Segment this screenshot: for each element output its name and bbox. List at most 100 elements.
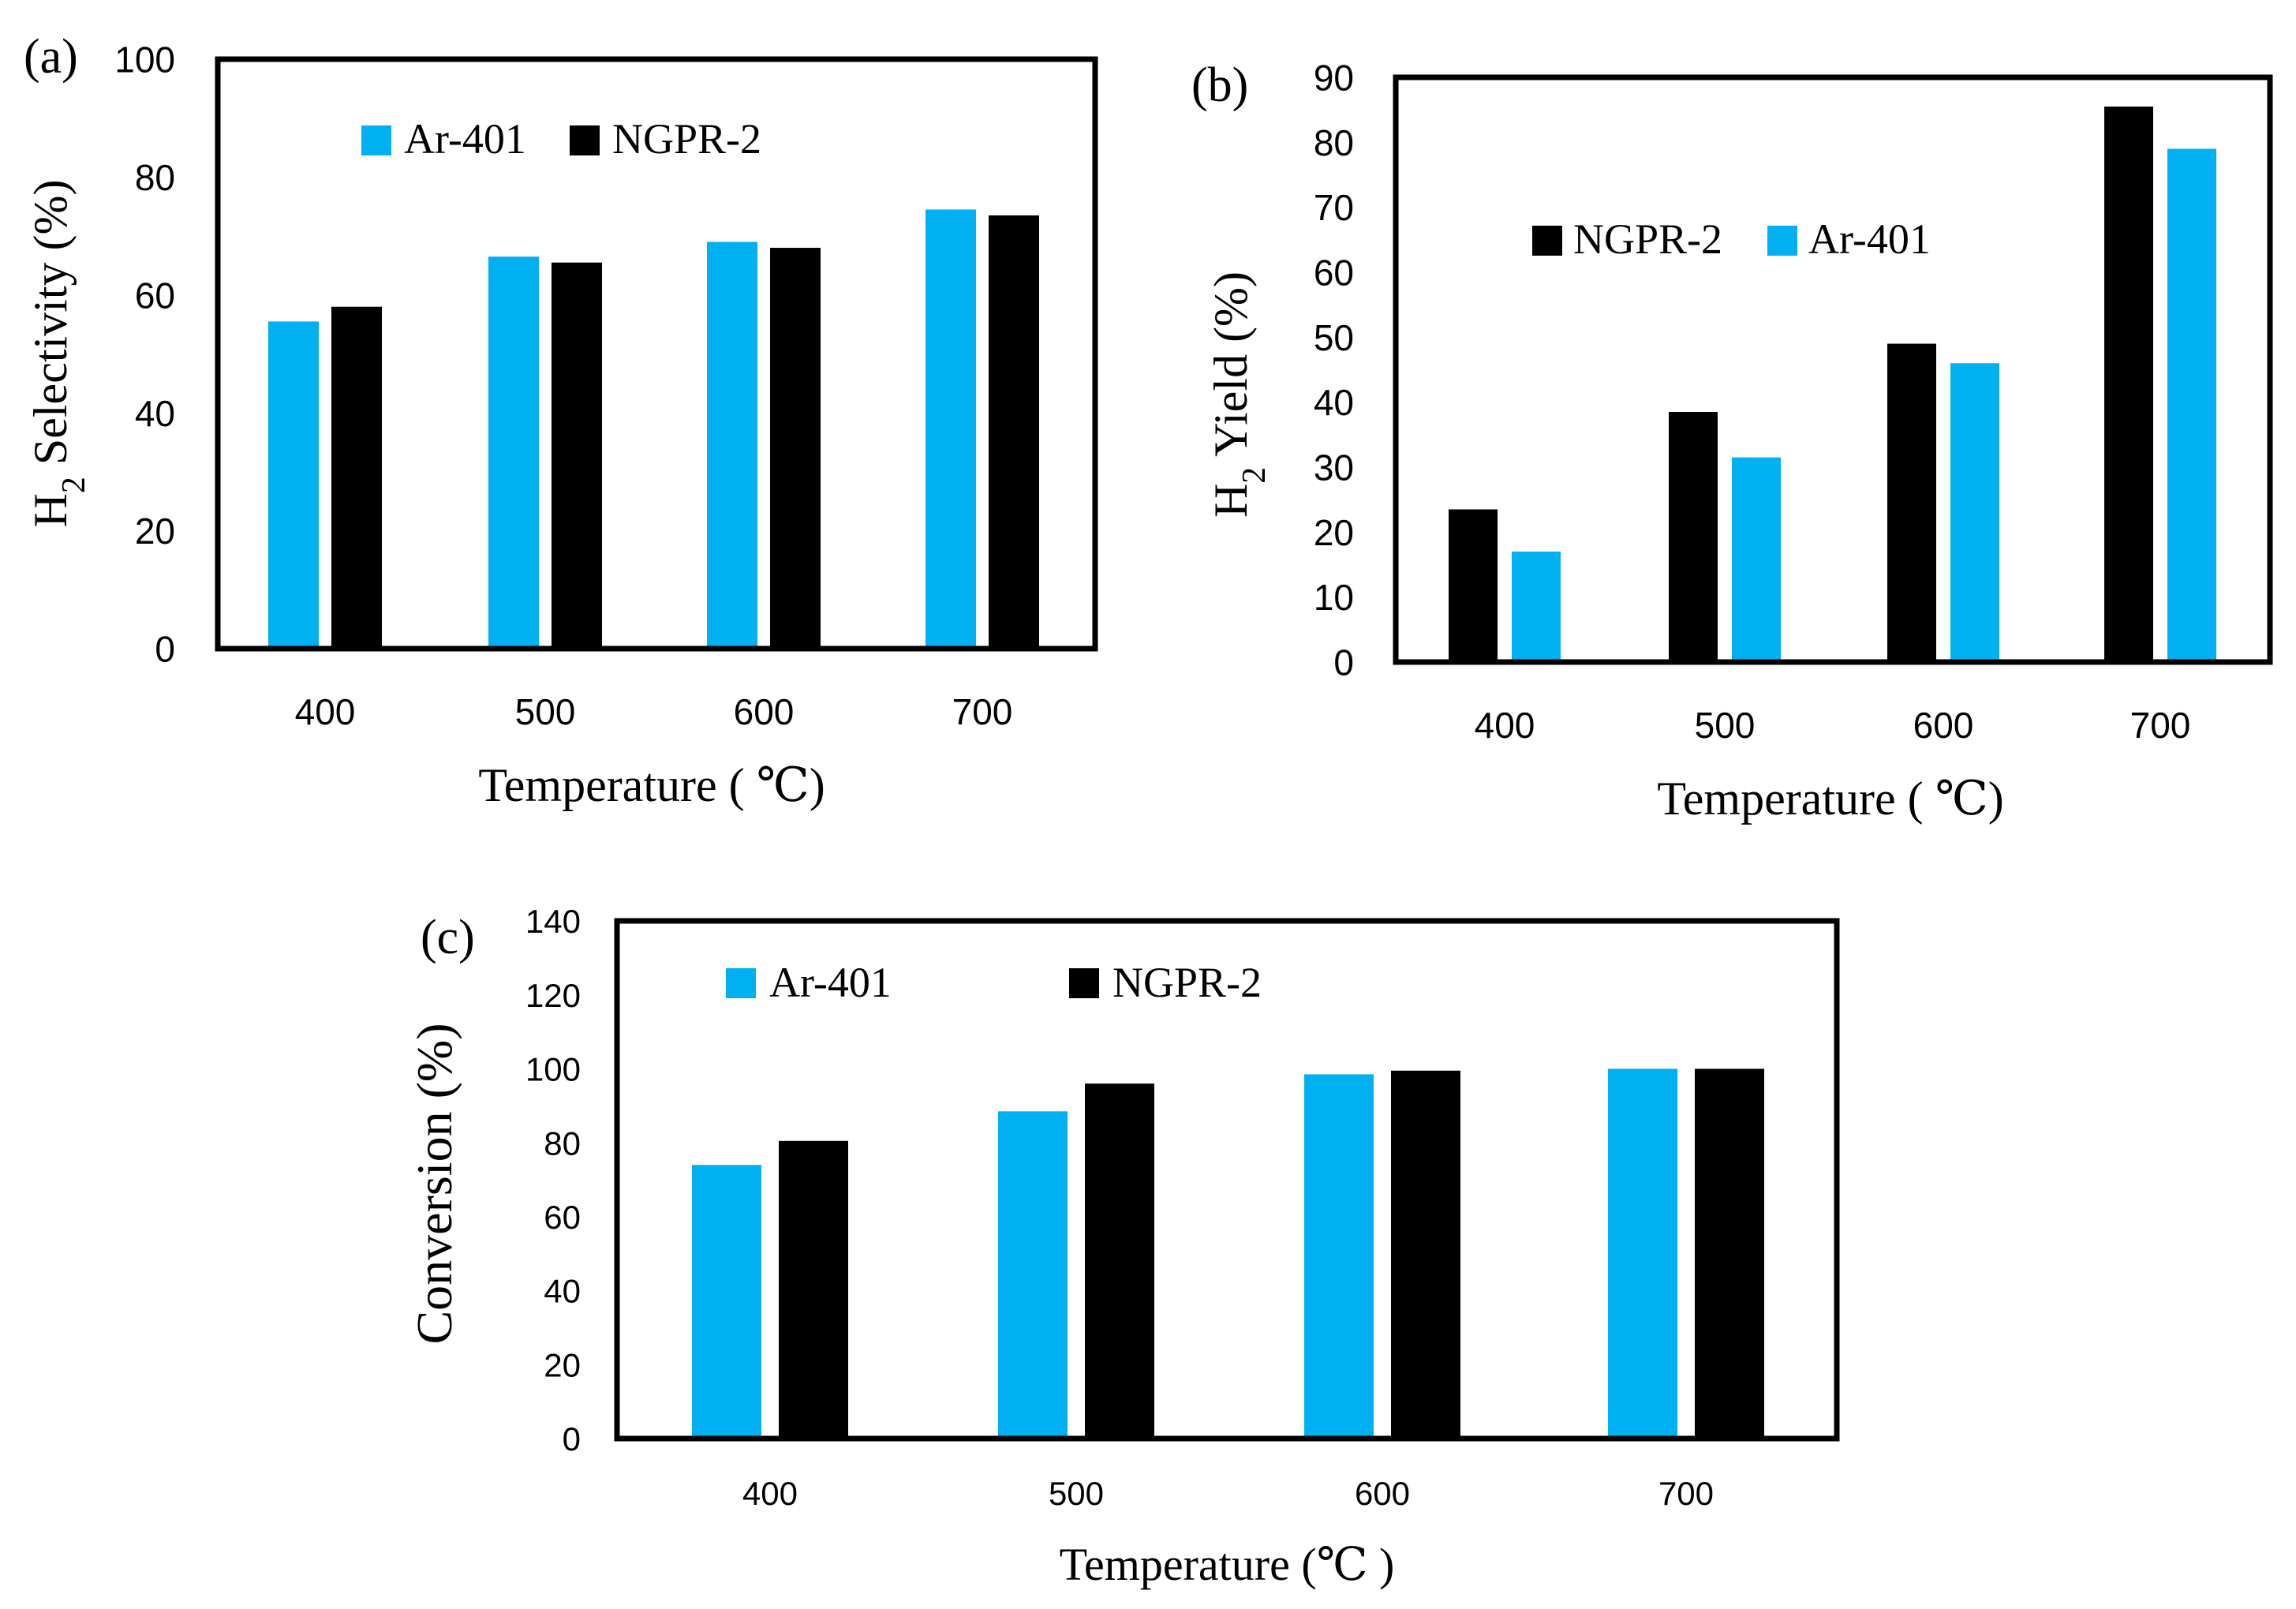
plot-frame-b <box>1393 74 2273 665</box>
y-tick-label-b-0: 0 <box>1333 642 1354 683</box>
x-tick-label-a-1: 500 <box>515 691 576 732</box>
y-tick-label-c-0: 0 <box>563 1420 581 1457</box>
bar-a-ar-401-500 <box>488 256 539 649</box>
y-tick-label-b-6: 60 <box>1314 253 1354 294</box>
y-axis-label-a: H2 Selectivity (%) <box>24 180 92 528</box>
bar-c-ngpr-2-600 <box>1391 1070 1460 1439</box>
bars-b <box>1449 107 2216 663</box>
bars-a <box>268 209 1039 649</box>
x-axis-label-a: Temperature ( ℃) <box>478 759 825 811</box>
y-tick-label-a-4: 80 <box>135 157 175 198</box>
y-axis-label-b: H2 Yield (%) <box>1205 271 1273 518</box>
x-tick-label-a-0: 400 <box>295 691 356 732</box>
y-tick-label-a-0: 0 <box>155 629 175 670</box>
legend-swatch-ngpr-2-c <box>1069 968 1099 998</box>
y-axis-label-c-rest: Conversion (%) <box>406 1023 462 1344</box>
y-axis-label-b-sub: 2 <box>1236 467 1273 484</box>
legend-a: Ar-401 NGPR-2 <box>361 115 761 163</box>
y-ticks-c: 0 20 40 60 80 100 120 140 <box>525 903 581 1457</box>
y-ticks-b: 0 10 20 30 40 50 60 70 80 90 <box>1314 58 1354 683</box>
legend-label-ar-401-c: Ar-401 <box>769 959 892 1006</box>
x-tick-label-b-2: 600 <box>1913 705 1974 746</box>
panel-a: (a) 0 20 40 60 80 100 400 500 600 700 H2 Selecti… <box>24 30 1098 811</box>
bar-a-ngpr-2-500 <box>552 262 602 649</box>
legend-label-ngpr-2-a: NGPR-2 <box>612 115 761 163</box>
y-axis-label-a-rest: Selectivity (%) <box>24 180 77 477</box>
y-ticks-a: 0 20 40 60 80 100 <box>114 39 175 670</box>
y-tick-label-b-9: 90 <box>1314 58 1354 99</box>
bar-a-ngpr-2-600 <box>770 248 821 649</box>
bars-c <box>692 1068 1764 1439</box>
legend-label-ar-401-a: Ar-401 <box>404 115 526 163</box>
x-ticks-a: 400 500 600 700 <box>295 691 1013 732</box>
x-tick-label-a-2: 600 <box>734 691 795 732</box>
x-tick-label-c-1: 500 <box>1049 1475 1104 1512</box>
legend-label-ngpr-2-c: NGPR-2 <box>1112 959 1262 1006</box>
x-tick-label-b-1: 500 <box>1695 705 1756 746</box>
legend-swatch-ar-401-c <box>726 968 756 998</box>
bar-b-ngpr-2-400 <box>1449 509 1498 662</box>
legend-label-ngpr-2-b: NGPR-2 <box>1573 215 1722 263</box>
plot-frame-c <box>614 918 1840 1442</box>
bar-a-ngpr-2-400 <box>331 306 382 649</box>
panel-label-b: (b) <box>1191 58 1248 112</box>
bar-b-ar-401-700 <box>2167 148 2216 663</box>
y-axis-label-b-rest: Yield (%) <box>1205 271 1257 467</box>
y-tick-label-b-1: 10 <box>1314 577 1354 618</box>
plot-frame-a <box>215 56 1098 652</box>
x-tick-label-c-2: 600 <box>1355 1475 1410 1512</box>
y-tick-label-b-3: 30 <box>1314 447 1354 488</box>
y-tick-label-c-6: 120 <box>525 977 581 1014</box>
bar-c-ar-401-500 <box>998 1111 1068 1439</box>
y-tick-label-c-2: 40 <box>544 1273 581 1310</box>
y-tick-label-c-4: 80 <box>544 1124 581 1162</box>
bar-c-ngpr-2-500 <box>1085 1083 1154 1439</box>
bar-b-ngpr-2-500 <box>1669 412 1718 662</box>
y-tick-label-a-2: 40 <box>135 393 175 434</box>
y-tick-label-c-3: 60 <box>544 1199 581 1236</box>
legend-swatch-ar-401-a <box>361 125 391 155</box>
bar-b-ngpr-2-700 <box>2104 107 2153 663</box>
bar-b-ngpr-2-600 <box>1887 343 1936 662</box>
x-tick-label-c-3: 700 <box>1658 1475 1714 1512</box>
panel-c: (c) 0 20 40 60 80 100 120 140 400 500 600 700 Conv… <box>406 903 1840 1590</box>
panel-b: (b) 0 10 20 30 40 50 60 70 80 90 400 500 600 700 H2 … <box>1191 58 2273 825</box>
panel-label-c: (c) <box>421 911 475 964</box>
y-axis-label-b-main: H <box>1205 484 1257 518</box>
y-axis-label-a-sub: 2 <box>56 477 92 493</box>
bar-a-ar-401-400 <box>268 321 319 649</box>
legend-swatch-ngpr-2-b <box>1532 226 1562 256</box>
legend-label-ar-401-b: Ar-401 <box>1808 215 1931 263</box>
bar-c-ar-401-700 <box>1608 1068 1677 1439</box>
bar-c-ngpr-2-700 <box>1695 1068 1764 1439</box>
y-axis-label-c: Conversion (%) <box>406 1023 462 1344</box>
bar-a-ar-401-600 <box>707 241 757 649</box>
bar-c-ar-401-400 <box>692 1165 761 1439</box>
y-tick-label-a-3: 60 <box>135 275 175 316</box>
x-axis-label-c: Temperature (℃ ) <box>1060 1539 1395 1590</box>
bar-a-ar-401-700 <box>926 209 976 649</box>
panel-label-a: (a) <box>24 30 78 84</box>
legend-swatch-ngpr-2-a <box>570 125 600 155</box>
y-tick-label-c-1: 20 <box>544 1346 581 1383</box>
y-tick-label-b-4: 40 <box>1314 382 1354 423</box>
x-ticks-b: 400 500 600 700 <box>1475 705 2191 746</box>
legend-b: NGPR-2 Ar-401 <box>1532 215 1931 263</box>
x-tick-label-a-3: 700 <box>952 691 1013 732</box>
bar-a-ngpr-2-700 <box>989 215 1039 649</box>
y-tick-label-b-8: 80 <box>1314 122 1354 163</box>
x-tick-label-c-0: 400 <box>742 1475 798 1512</box>
bar-c-ngpr-2-400 <box>779 1140 848 1439</box>
x-ticks-c: 400 500 600 700 <box>742 1475 1714 1512</box>
y-tick-label-b-7: 70 <box>1314 187 1354 228</box>
y-tick-label-b-2: 20 <box>1314 512 1354 553</box>
legend-swatch-ar-401-b <box>1767 226 1797 256</box>
y-axis-label-a-main: H <box>24 493 77 527</box>
bar-b-ar-401-600 <box>1950 363 1999 662</box>
y-tick-label-b-5: 50 <box>1314 317 1354 358</box>
y-tick-label-c-5: 100 <box>525 1051 581 1088</box>
legend-c: Ar-401 NGPR-2 <box>726 959 1262 1006</box>
x-axis-label-b: Temperature ( ℃) <box>1657 773 2003 825</box>
x-tick-label-b-3: 700 <box>2130 705 2191 746</box>
